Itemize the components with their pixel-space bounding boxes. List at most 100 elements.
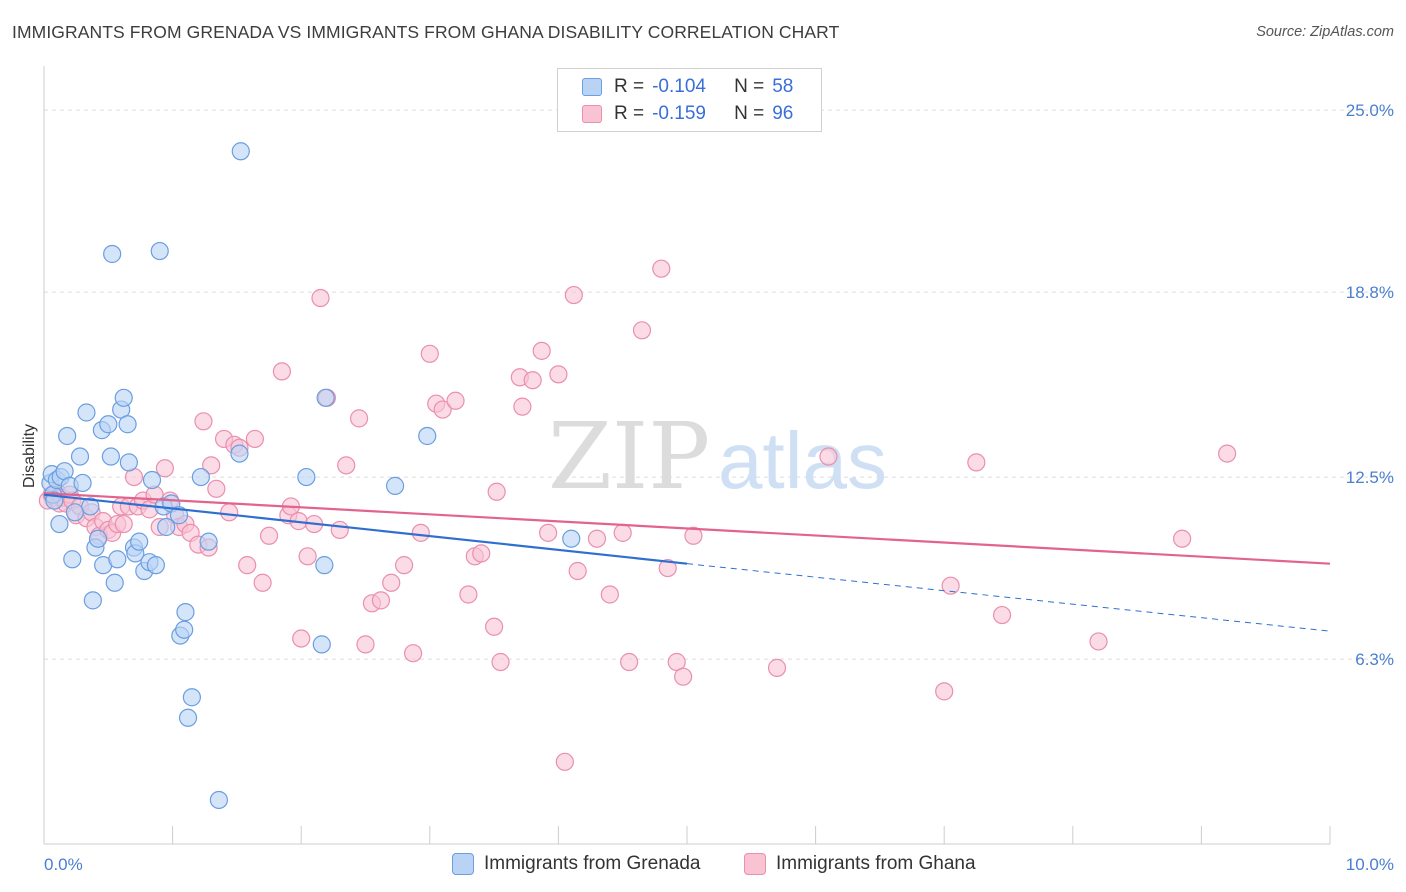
- grenada-point: [50, 514, 69, 534]
- watermark-zip: ZIP: [548, 403, 710, 510]
- grenada-point: [70, 447, 90, 466]
- ghana-point: [632, 321, 652, 340]
- stats-legend: R = -0.104 N = 58 R = -0.159 N = 96: [557, 68, 822, 132]
- ghana-point: [941, 576, 960, 595]
- ghana-point: [613, 523, 632, 542]
- legend-item-grenada[interactable]: Immigrants from Grenada: [452, 852, 700, 876]
- ghana-point: [245, 429, 265, 449]
- trendlines: [43, 492, 1331, 632]
- legend-n-value: 58: [772, 76, 794, 97]
- legend-n-label: N =: [734, 76, 765, 97]
- grenada-point: [231, 142, 250, 161]
- y-axis-label: Disability: [21, 424, 38, 488]
- grenada-point: [175, 620, 194, 639]
- ghana-point: [587, 529, 607, 548]
- ghana-point: [459, 585, 478, 604]
- grenada-point: [99, 415, 118, 434]
- ghana-point: [207, 479, 226, 498]
- source-label: Source: ZipAtlas.com: [1256, 24, 1394, 40]
- legend-r-label: R =: [614, 103, 645, 124]
- grenada-point: [105, 573, 124, 592]
- ghana-point: [371, 591, 391, 610]
- legend-n-label: N =: [734, 103, 765, 124]
- ghana-point: [411, 523, 430, 542]
- ghana-point: [935, 682, 954, 701]
- ghana-point: [194, 412, 213, 431]
- ghana-point: [382, 573, 401, 592]
- grenada-point: [209, 790, 228, 810]
- legend-item-ghana[interactable]: Immigrants from Ghana: [744, 852, 976, 876]
- ghana-point: [433, 400, 452, 419]
- chart-title: IMMIGRANTS FROM GRENADA VS IMMIGRANTS FR…: [12, 22, 840, 42]
- ghana-point: [330, 520, 349, 540]
- ghana-point: [568, 561, 587, 581]
- ghana-point: [564, 285, 583, 305]
- grenada-point: [77, 403, 96, 422]
- ghana-point: [311, 288, 330, 308]
- ghana-point: [819, 447, 838, 466]
- ghana-point: [487, 482, 506, 501]
- watermark-atlas: atlas: [718, 416, 887, 505]
- ghana-point: [513, 397, 532, 416]
- grenada-point: [418, 426, 437, 446]
- ghana-point: [491, 652, 510, 672]
- grenada-point: [108, 550, 127, 569]
- x-tick-label-max: 10.0%: [1346, 855, 1394, 874]
- grenada-point: [65, 503, 84, 522]
- ghana-point: [652, 259, 671, 278]
- grenada-point: [150, 241, 169, 261]
- ghana-point: [356, 635, 375, 654]
- y-tick-labels: 6.3% 12.5% 18.8% 25.0%: [1346, 101, 1394, 669]
- grenada-point: [562, 529, 581, 548]
- ghana-swatch: [744, 853, 766, 875]
- grenada-point: [191, 467, 210, 487]
- ghana-point: [1173, 529, 1192, 548]
- grenada-point: [315, 556, 334, 575]
- grenada-point: [146, 556, 165, 575]
- legend-r-label: R =: [614, 76, 645, 97]
- legend-row-grenada: R = -0.104 N = 58: [582, 75, 793, 99]
- ghana-point: [992, 605, 1012, 625]
- grenada-trendline: [43, 493, 688, 565]
- grenada-point: [230, 444, 249, 463]
- grenada-trendline-extension: [686, 563, 1331, 632]
- grenada-point: [119, 453, 138, 472]
- ghana-point: [485, 617, 504, 636]
- grenada-point: [297, 467, 316, 487]
- ghana-point: [767, 658, 787, 677]
- ghana-point: [259, 526, 279, 545]
- legend-label-ghana: Immigrants from Ghana: [776, 853, 976, 874]
- grenada-point: [169, 506, 189, 525]
- ghana-point: [420, 344, 439, 363]
- grenada-point: [385, 476, 405, 495]
- ghana-point: [1089, 632, 1108, 651]
- grenada-point: [157, 517, 176, 537]
- ghana-point: [202, 456, 221, 475]
- ghana-point: [298, 547, 317, 566]
- ghana-point: [272, 362, 292, 381]
- ghana-point: [600, 585, 619, 604]
- ghana-point: [1218, 444, 1237, 463]
- ghana-point: [967, 453, 986, 472]
- grenada-point: [58, 426, 77, 446]
- legend-row-ghana: R = -0.159 N = 96: [582, 102, 793, 126]
- axes: [43, 66, 1331, 845]
- grenada-point: [118, 415, 137, 434]
- y-tick-label: 12.5%: [1346, 468, 1394, 487]
- grenada-point: [101, 447, 120, 466]
- ghana-point: [674, 667, 693, 686]
- grenada-point: [312, 635, 331, 654]
- grenada-point: [63, 550, 82, 569]
- y-tick-label: 18.8%: [1346, 283, 1394, 302]
- ghana-point: [539, 523, 558, 542]
- y-tick-label: 25.0%: [1346, 101, 1394, 120]
- grenada-point: [81, 497, 100, 516]
- grenada-point: [176, 603, 195, 622]
- grenada-point: [73, 473, 92, 493]
- ghana-point: [349, 409, 369, 428]
- ghana-point: [114, 514, 133, 534]
- ghana-swatch: [582, 105, 602, 123]
- ghana-point: [532, 341, 551, 360]
- legend-r-value: -0.104: [652, 76, 706, 97]
